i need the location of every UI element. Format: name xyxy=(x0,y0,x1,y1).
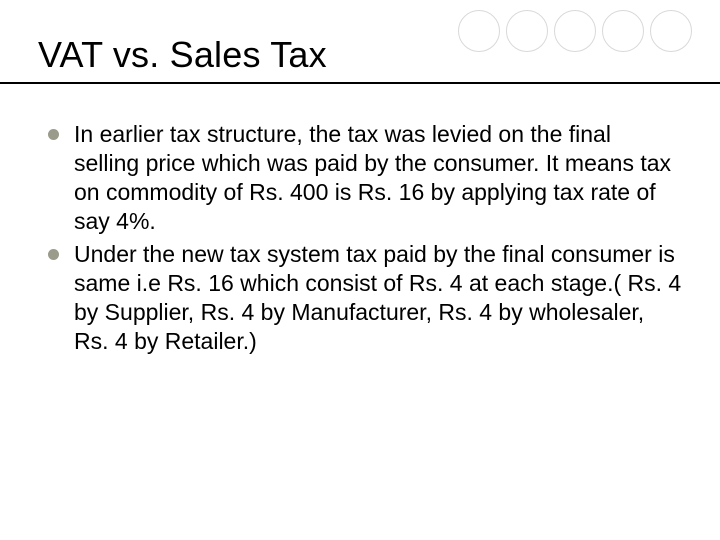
decorative-circle xyxy=(554,10,596,52)
decorative-circle xyxy=(650,10,692,52)
list-item: In earlier tax structure, the tax was le… xyxy=(48,120,682,236)
decorative-circle xyxy=(506,10,548,52)
decorative-circles xyxy=(458,10,692,52)
title-underline xyxy=(0,82,720,84)
list-item: Under the new tax system tax paid by the… xyxy=(48,240,682,356)
slide-content: VAT vs. Sales Tax In earlier tax structu… xyxy=(0,0,720,356)
decorative-circle xyxy=(458,10,500,52)
bullet-list: In earlier tax structure, the tax was le… xyxy=(38,120,682,356)
decorative-circle xyxy=(602,10,644,52)
